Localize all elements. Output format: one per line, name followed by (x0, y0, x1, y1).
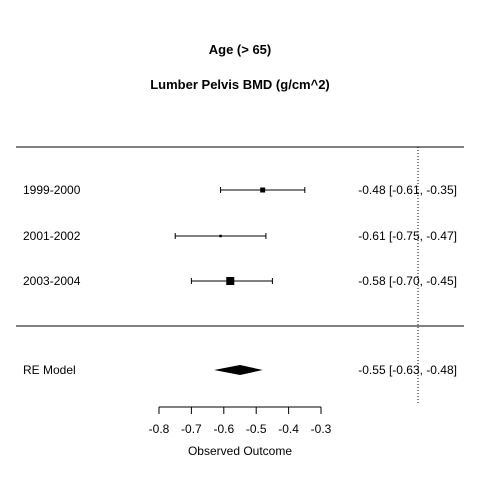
summary-estimate-text: -0.55 [-0.63, -0.48] (358, 363, 457, 377)
point-estimate (260, 187, 266, 193)
estimate-text: -0.58 [-0.70, -0.45] (358, 274, 457, 288)
x-tick-label: -0.6 (213, 422, 234, 436)
summary-diamond (214, 365, 263, 375)
x-tick-label: -0.8 (149, 422, 170, 436)
x-axis-label: Observed Outcome (188, 444, 292, 458)
study-label: 1999-2000 (23, 183, 81, 197)
chart-title: Age (> 65) (209, 42, 272, 57)
summary-label: RE Model (23, 363, 76, 377)
chart-subtitle: Lumber Pelvis BMD (g/cm^2) (150, 77, 330, 92)
point-estimate (219, 234, 222, 238)
estimate-text: -0.61 [-0.75, -0.47] (358, 229, 457, 243)
study-label: 2003-2004 (23, 274, 81, 288)
point-estimate (226, 277, 235, 285)
estimate-text: -0.48 [-0.61, -0.35] (358, 183, 457, 197)
x-tick-label: -0.5 (246, 422, 267, 436)
x-tick-label: -0.7 (181, 422, 202, 436)
study-label: 2001-2002 (23, 229, 81, 243)
x-tick-label: -0.4 (278, 422, 299, 436)
x-tick-label: -0.3 (311, 422, 332, 436)
